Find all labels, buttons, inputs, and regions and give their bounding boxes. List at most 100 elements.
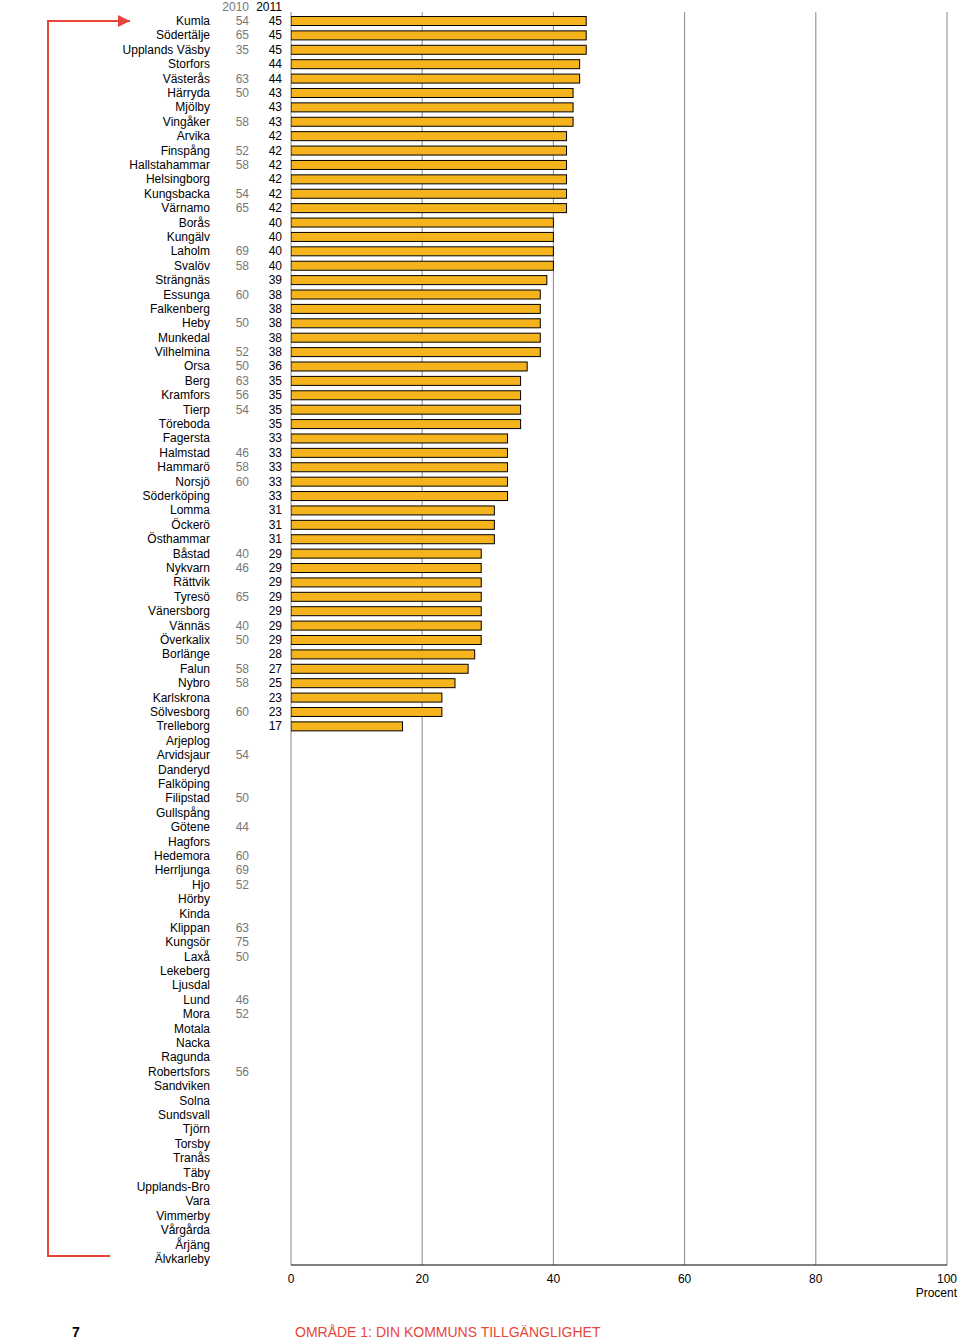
category-label: Halmstad xyxy=(159,446,210,460)
category-label: Kungsbacka xyxy=(144,187,210,201)
bar xyxy=(291,31,586,40)
data-label: 42 xyxy=(269,129,283,143)
data-label: 31 xyxy=(269,532,283,546)
category-label: Sundsvall xyxy=(158,1108,210,1122)
category-label: Älvkarleby xyxy=(155,1252,210,1266)
category-label: Falkenberg xyxy=(150,302,210,316)
category-label: Södertälje xyxy=(156,28,210,42)
tick-label: 0 xyxy=(288,1272,295,1286)
data-label: 33 xyxy=(269,446,283,460)
category-label: Årjäng xyxy=(175,1237,210,1252)
value-text: 35 xyxy=(236,43,250,57)
bar xyxy=(291,477,507,486)
category-label: Filipstad xyxy=(165,791,210,805)
data-label: 33 xyxy=(269,475,283,489)
data-label: 35 xyxy=(269,388,283,402)
value-text: 52 xyxy=(236,345,250,359)
value-text: 58 xyxy=(236,662,250,676)
category-label: Heby xyxy=(182,316,210,330)
value-text: 63 xyxy=(236,72,250,86)
category-label: Vännäs xyxy=(169,619,210,633)
category-label: Västerås xyxy=(163,72,210,86)
value-text: 46 xyxy=(236,993,250,1007)
category-label: Borås xyxy=(179,216,210,230)
category-label: Trelleborg xyxy=(156,719,210,733)
bar xyxy=(291,693,442,702)
value-text: 54 xyxy=(236,14,250,28)
category-label: Storfors xyxy=(168,57,210,71)
data-label: 38 xyxy=(269,302,283,316)
value-text: 46 xyxy=(236,561,250,575)
value-text: 69 xyxy=(236,244,250,258)
bar xyxy=(291,664,468,673)
category-label: Vårgårda xyxy=(161,1223,211,1237)
category-label: Arjeplog xyxy=(166,734,210,748)
value-text: 52 xyxy=(236,878,250,892)
category-label: Öckerö xyxy=(171,518,210,532)
data-label: 25 xyxy=(269,676,283,690)
data-label: 23 xyxy=(269,705,283,719)
category-label: Tierp xyxy=(183,403,210,417)
bar xyxy=(291,707,442,716)
category-label: Finspång xyxy=(161,144,210,158)
bar xyxy=(291,204,567,213)
bar xyxy=(291,333,540,342)
data-label: 38 xyxy=(269,316,283,330)
value-text: 50 xyxy=(236,359,250,373)
data-label: 42 xyxy=(269,144,283,158)
value-text: 69 xyxy=(236,863,250,877)
value-text: 40 xyxy=(236,619,250,633)
data-label: 42 xyxy=(269,201,283,215)
data-label: 29 xyxy=(269,561,283,575)
bar xyxy=(291,160,567,169)
bar xyxy=(291,232,553,241)
data-label: 33 xyxy=(269,431,283,445)
bar xyxy=(291,304,540,313)
value-text: 52 xyxy=(236,144,250,158)
category-label: Mjölby xyxy=(175,100,210,114)
bar xyxy=(291,175,567,184)
bar xyxy=(291,45,586,54)
bar xyxy=(291,405,521,414)
bar xyxy=(291,261,553,270)
data-label: 39 xyxy=(269,273,283,287)
category-label: Laxå xyxy=(184,950,210,964)
category-label: Rättvik xyxy=(173,575,211,589)
bar xyxy=(291,492,507,501)
category-label: Sandviken xyxy=(154,1079,210,1093)
bar xyxy=(291,722,403,731)
bracket-arrow xyxy=(118,15,130,27)
value-text: 58 xyxy=(236,259,250,273)
bracket xyxy=(48,21,130,1256)
category-label: Hallstahammar xyxy=(129,158,210,172)
data-label: 36 xyxy=(269,359,283,373)
category-label: Vilhelmina xyxy=(155,345,210,359)
bar xyxy=(291,132,567,141)
data-label: 31 xyxy=(269,503,283,517)
data-label: 42 xyxy=(269,187,283,201)
bar xyxy=(291,434,507,443)
value-text: 60 xyxy=(236,475,250,489)
category-label: Vingåker xyxy=(163,115,210,129)
data-label: 29 xyxy=(269,619,283,633)
category-label: Arvidsjaur xyxy=(157,748,210,762)
section-title: OMRÅDE 1: DIN KOMMUNS TILLGÄNGLIGHET xyxy=(295,1324,601,1340)
bar xyxy=(291,247,553,256)
data-label: 44 xyxy=(269,57,283,71)
value-text: 46 xyxy=(236,446,250,460)
category-label: Mora xyxy=(183,1007,211,1021)
category-label: Fagersta xyxy=(163,431,211,445)
tick-label: 60 xyxy=(678,1272,692,1286)
category-label: Upplands Väsby xyxy=(123,43,210,57)
bar xyxy=(291,88,573,97)
bar xyxy=(291,348,540,357)
grid-line xyxy=(947,12,948,1265)
category-label: Kungsör xyxy=(165,935,210,949)
value-text: 50 xyxy=(236,633,250,647)
category-label: Tyresö xyxy=(174,590,210,604)
category-label: Svalöv xyxy=(174,259,210,273)
value-text: 50 xyxy=(236,86,250,100)
category-label: Östhammar xyxy=(147,532,210,546)
tick-label: 40 xyxy=(547,1272,561,1286)
category-label: Lekeberg xyxy=(160,964,210,978)
